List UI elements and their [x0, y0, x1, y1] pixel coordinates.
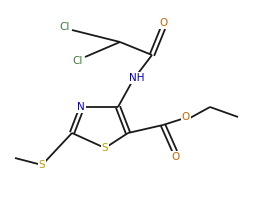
Text: Cl: Cl	[73, 56, 83, 66]
Text: Cl: Cl	[60, 22, 70, 32]
Text: S: S	[102, 143, 108, 153]
Text: S: S	[39, 160, 45, 170]
Text: O: O	[171, 152, 179, 162]
Text: O: O	[159, 18, 167, 28]
Text: NH: NH	[129, 73, 145, 83]
Text: O: O	[182, 112, 190, 122]
Text: N: N	[77, 102, 85, 112]
